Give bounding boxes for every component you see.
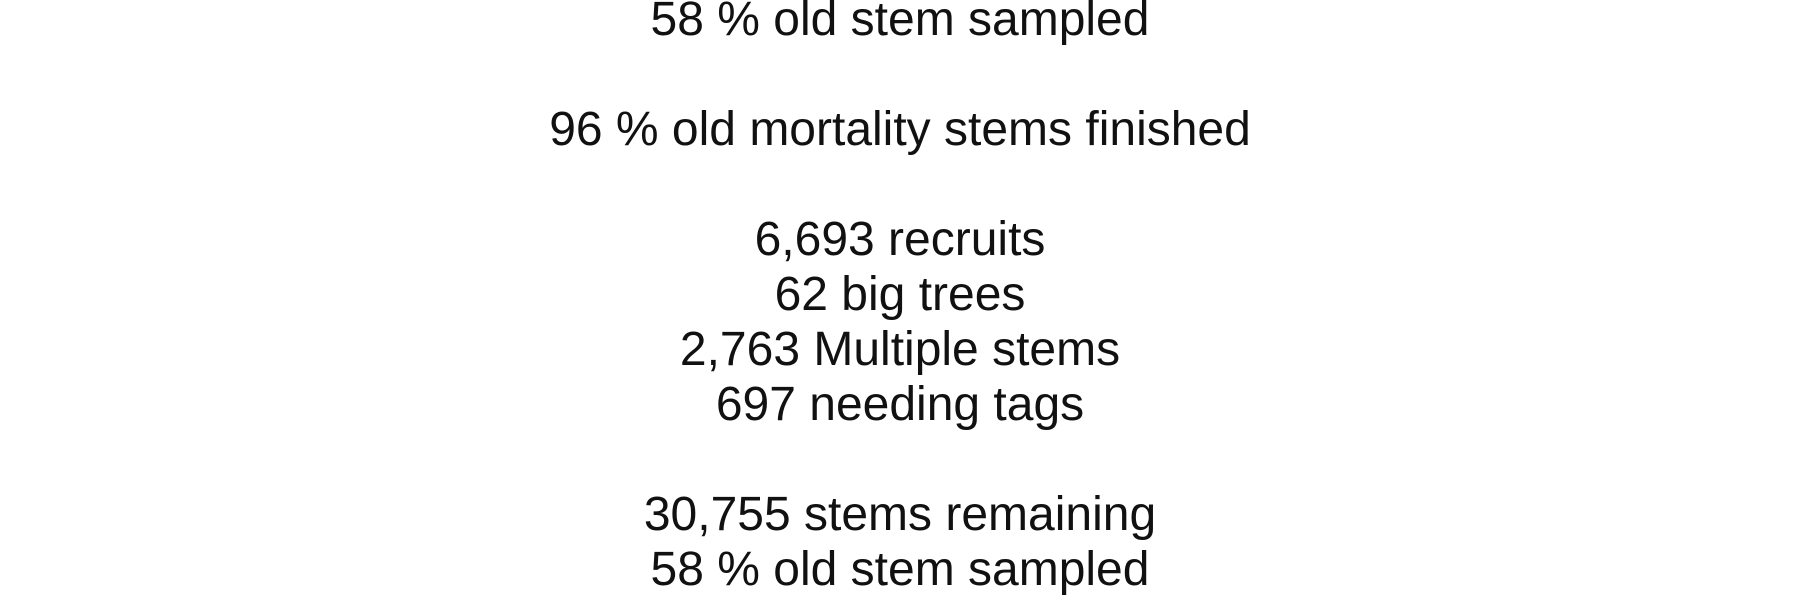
needing-tags-count-text: 697 needing tags — [715, 378, 1085, 431]
big-trees-count-text: 62 big trees — [774, 268, 1026, 321]
old-mortality-stems-finished-text: 96 % old mortality stems finished — [549, 103, 1251, 156]
old-stem-sampled-text-top: 58 % old stem sampled — [650, 0, 1150, 46]
multiple-stems-count-text: 2,763 Multiple stems — [679, 323, 1121, 376]
recruits-count-text: 6,693 recruits — [754, 213, 1046, 266]
old-stem-sampled-text-bottom: 58 % old stem sampled — [650, 543, 1150, 596]
stems-remaining-count-text: 30,755 stems remaining — [643, 488, 1157, 541]
